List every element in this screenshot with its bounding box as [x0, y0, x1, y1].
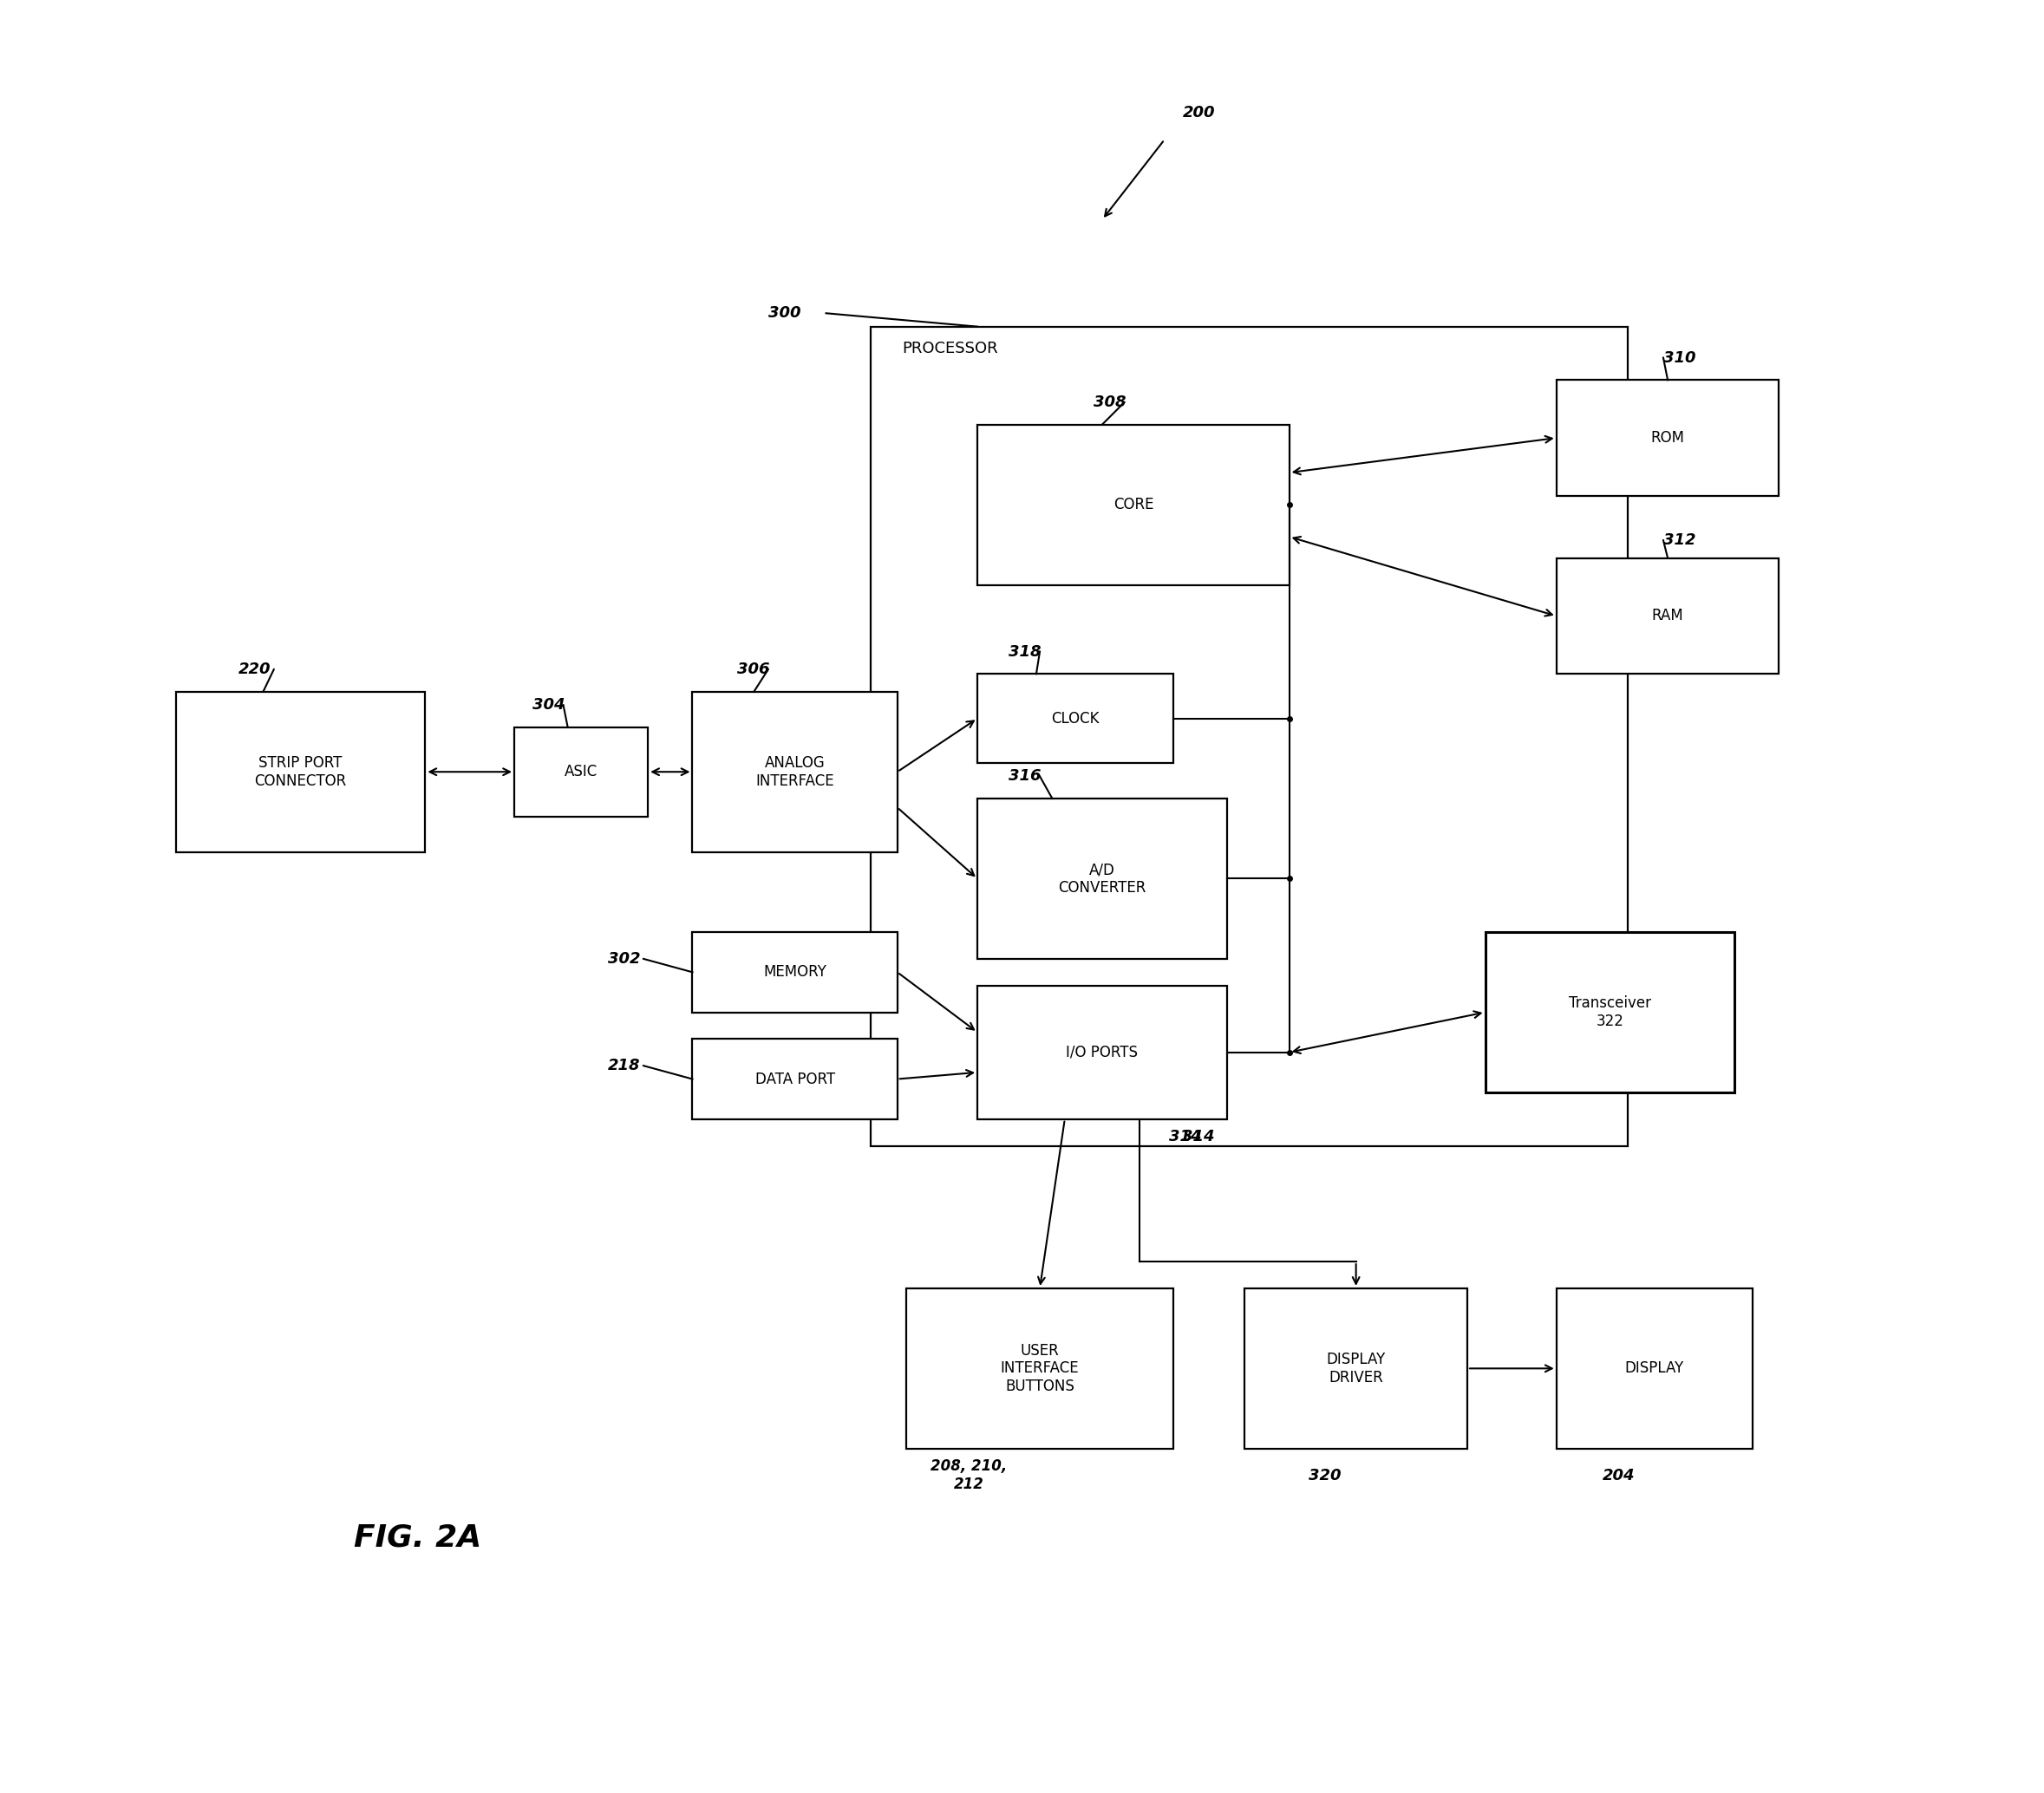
Text: ROM: ROM [1652, 430, 1684, 446]
Text: 302: 302 [607, 950, 640, 966]
FancyBboxPatch shape [1555, 1289, 1752, 1449]
Text: 300: 300 [769, 305, 801, 321]
FancyBboxPatch shape [1245, 1289, 1468, 1449]
Text: I/O PORTS: I/O PORTS [1067, 1045, 1139, 1060]
Text: ANALOG
INTERFACE: ANALOG INTERFACE [756, 755, 834, 789]
Text: DISPLAY: DISPLAY [1625, 1361, 1684, 1377]
Text: 208, 210,
212: 208, 210, 212 [930, 1458, 1008, 1492]
Text: PROCESSOR: PROCESSOR [901, 341, 997, 357]
FancyBboxPatch shape [176, 692, 425, 852]
FancyBboxPatch shape [515, 728, 648, 816]
Text: 318: 318 [1008, 644, 1040, 660]
Text: Transceiver
322: Transceiver 322 [1568, 995, 1652, 1029]
Text: 312: 312 [1664, 533, 1697, 549]
Text: 304: 304 [531, 697, 564, 714]
Text: 218: 218 [607, 1058, 640, 1074]
Text: DATA PORT: DATA PORT [754, 1070, 834, 1087]
Text: 314: 314 [1169, 1130, 1202, 1144]
Text: 220: 220 [239, 662, 270, 678]
FancyBboxPatch shape [977, 425, 1290, 585]
FancyBboxPatch shape [977, 798, 1226, 959]
FancyBboxPatch shape [905, 1289, 1173, 1449]
FancyBboxPatch shape [693, 932, 897, 1013]
FancyBboxPatch shape [1486, 932, 1735, 1092]
FancyBboxPatch shape [871, 326, 1627, 1146]
Text: DISPLAY
DRIVER: DISPLAY DRIVER [1327, 1352, 1386, 1386]
FancyBboxPatch shape [1555, 558, 1778, 674]
Text: A/D
CONVERTER: A/D CONVERTER [1059, 862, 1147, 895]
FancyBboxPatch shape [693, 1038, 897, 1119]
Text: 306: 306 [738, 662, 769, 678]
Text: 308: 308 [1094, 394, 1126, 411]
Text: 200: 200 [1181, 106, 1214, 120]
Text: 314: 314 [1181, 1130, 1214, 1144]
Text: CLOCK: CLOCK [1051, 710, 1100, 726]
Text: CORE: CORE [1114, 497, 1153, 513]
FancyBboxPatch shape [693, 692, 897, 852]
Text: 310: 310 [1664, 350, 1697, 366]
FancyBboxPatch shape [977, 674, 1173, 764]
FancyBboxPatch shape [977, 986, 1226, 1119]
Text: RAM: RAM [1652, 608, 1684, 624]
Text: 320: 320 [1308, 1467, 1341, 1483]
Text: USER
INTERFACE
BUTTONS: USER INTERFACE BUTTONS [1000, 1343, 1079, 1395]
Text: ASIC: ASIC [564, 764, 597, 780]
Text: MEMORY: MEMORY [762, 965, 826, 981]
Text: FIG. 2A: FIG. 2A [354, 1522, 482, 1553]
Text: STRIP PORT
CONNECTOR: STRIP PORT CONNECTOR [256, 755, 347, 789]
FancyBboxPatch shape [1555, 380, 1778, 497]
Text: 316: 316 [1008, 769, 1040, 784]
Text: 204: 204 [1602, 1467, 1635, 1483]
